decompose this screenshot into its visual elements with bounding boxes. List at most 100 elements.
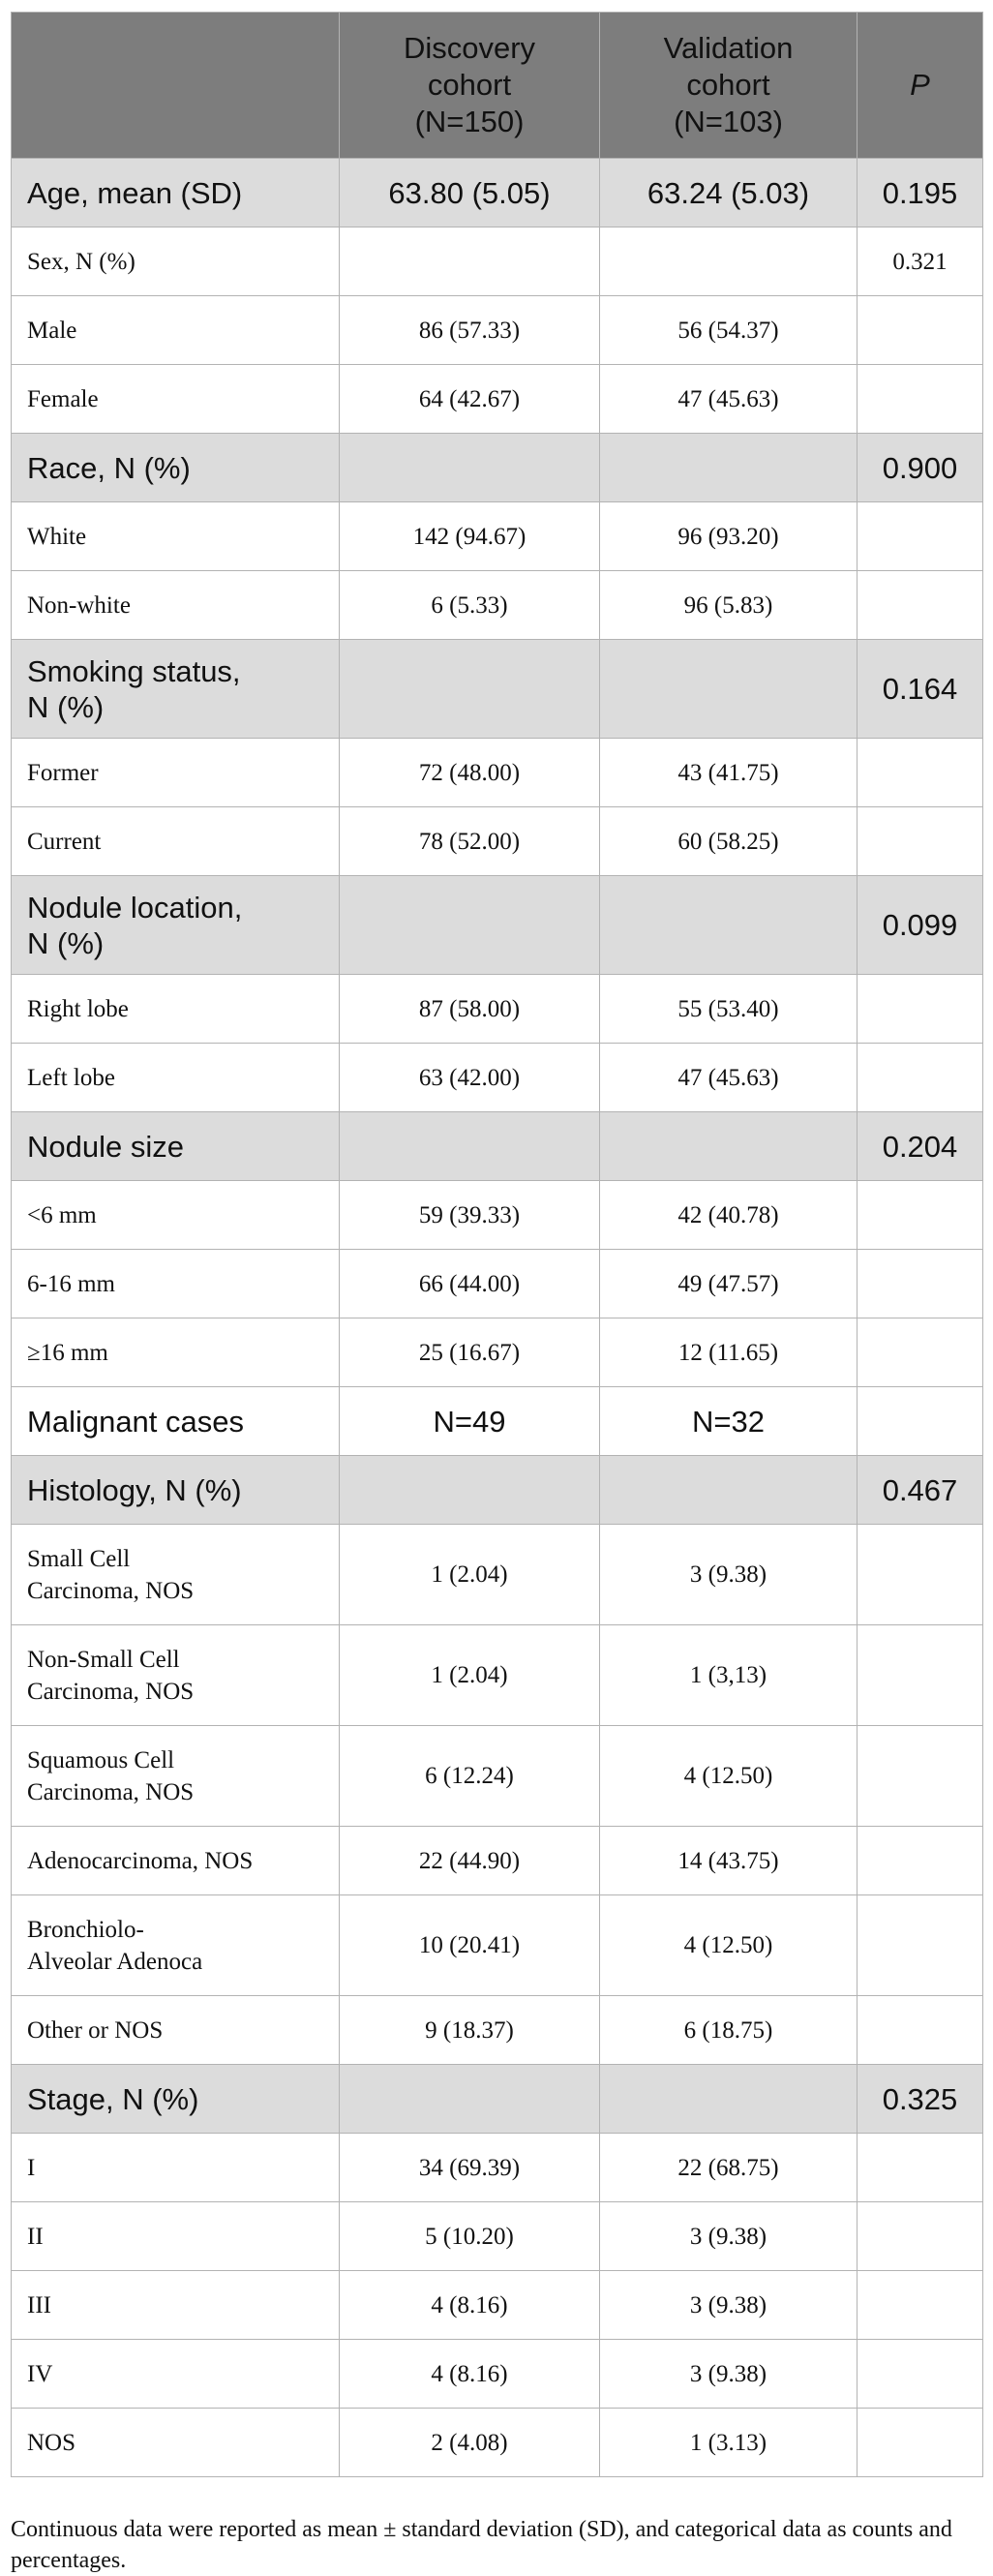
p-value bbox=[857, 2339, 983, 2409]
validation-value bbox=[599, 2064, 858, 2134]
table-header-row: Discovery cohort (N=150) Validation coho… bbox=[11, 12, 983, 159]
discovery-value: 34 (69.39) bbox=[339, 2133, 600, 2202]
validation-value: 42 (40.78) bbox=[599, 1180, 858, 1250]
discovery-value bbox=[339, 875, 600, 975]
validation-value bbox=[599, 227, 858, 296]
discovery-value: 86 (57.33) bbox=[339, 295, 600, 365]
row-label: Squamous Cell Carcinoma, NOS bbox=[11, 1725, 340, 1827]
p-value bbox=[857, 1318, 983, 1387]
row-label: Non-Small Cell Carcinoma, NOS bbox=[11, 1624, 340, 1726]
validation-value: 96 (93.20) bbox=[599, 501, 858, 571]
validation-value bbox=[599, 1111, 858, 1181]
table-row: 6-16 mm 66 (44.00) 49 (47.57) bbox=[11, 1249, 983, 1318]
validation-value: 3 (9.38) bbox=[599, 2339, 858, 2409]
row-label: Male bbox=[11, 295, 340, 365]
p-value bbox=[857, 364, 983, 434]
p-value: 0.321 bbox=[857, 227, 983, 296]
table-row: Sex, N (%) 0.321 bbox=[11, 227, 983, 296]
row-label: Malignant cases bbox=[11, 1386, 340, 1456]
p-value bbox=[857, 295, 983, 365]
row-label: Histology, N (%) bbox=[11, 1455, 340, 1525]
table-row: Squamous Cell Carcinoma, NOS 6 (12.24) 4 (… bbox=[11, 1725, 983, 1827]
discovery-value: 22 (44.90) bbox=[339, 1826, 600, 1895]
validation-value: 47 (45.63) bbox=[599, 1043, 858, 1112]
table-row: Non-white 6 (5.33) 96 (5.83) bbox=[11, 570, 983, 640]
discovery-value: 63 (42.00) bbox=[339, 1043, 600, 1112]
row-label: Age, mean (SD) bbox=[11, 158, 340, 227]
discovery-value bbox=[339, 1455, 600, 1525]
validation-value: 12 (11.65) bbox=[599, 1318, 858, 1387]
p-value bbox=[857, 1995, 983, 2065]
row-label: 6-16 mm bbox=[11, 1249, 340, 1318]
table-row: II 5 (10.20) 3 (9.38) bbox=[11, 2201, 983, 2271]
validation-value: 60 (58.25) bbox=[599, 806, 858, 876]
p-value bbox=[857, 1894, 983, 1996]
discovery-value: 1 (2.04) bbox=[339, 1624, 600, 1726]
validation-value: 1 (3.13) bbox=[599, 2408, 858, 2477]
table-row: Smoking status, N (%) 0.164 bbox=[11, 639, 983, 739]
table-row: Malignant cases N=49 N=32 bbox=[11, 1386, 983, 1456]
p-value: 0.900 bbox=[857, 433, 983, 502]
validation-value: 6 (18.75) bbox=[599, 1995, 858, 2065]
row-label: Right lobe bbox=[11, 974, 340, 1044]
header-p-value: P bbox=[857, 12, 983, 159]
table-row: Adenocarcinoma, NOS 22 (44.90) 14 (43.75) bbox=[11, 1826, 983, 1895]
validation-value: 56 (54.37) bbox=[599, 295, 858, 365]
table-row: NOS 2 (4.08) 1 (3.13) bbox=[11, 2408, 983, 2477]
discovery-value: 9 (18.37) bbox=[339, 1995, 600, 2065]
discovery-value: N=49 bbox=[339, 1386, 600, 1456]
row-label: Stage, N (%) bbox=[11, 2064, 340, 2134]
validation-value bbox=[599, 639, 858, 739]
validation-value bbox=[599, 1455, 858, 1525]
table-footnote: Continuous data were reported as mean ± … bbox=[11, 2517, 952, 2573]
discovery-value: 4 (8.16) bbox=[339, 2270, 600, 2340]
discovery-value: 25 (16.67) bbox=[339, 1318, 600, 1387]
row-label: ≥16 mm bbox=[11, 1318, 340, 1387]
validation-value: 3 (9.38) bbox=[599, 1524, 858, 1625]
p-value: 0.099 bbox=[857, 875, 983, 975]
row-label: NOS bbox=[11, 2408, 340, 2477]
table-row: Current 78 (52.00) 60 (58.25) bbox=[11, 806, 983, 876]
p-value bbox=[857, 1180, 983, 1250]
p-value bbox=[857, 2270, 983, 2340]
discovery-value: 10 (20.41) bbox=[339, 1894, 600, 1996]
validation-value bbox=[599, 875, 858, 975]
validation-value: 4 (12.50) bbox=[599, 1894, 858, 1996]
table-row: ≥16 mm 25 (16.67) 12 (11.65) bbox=[11, 1318, 983, 1387]
p-value bbox=[857, 1524, 983, 1625]
validation-value: 47 (45.63) bbox=[599, 364, 858, 434]
discovery-value: 78 (52.00) bbox=[339, 806, 600, 876]
row-label: Current bbox=[11, 806, 340, 876]
table-row: Male 86 (57.33) 56 (54.37) bbox=[11, 295, 983, 365]
row-label: <6 mm bbox=[11, 1180, 340, 1250]
discovery-value: 6 (12.24) bbox=[339, 1725, 600, 1827]
p-value bbox=[857, 1826, 983, 1895]
header-discovery-cohort: Discovery cohort (N=150) bbox=[339, 12, 600, 159]
discovery-value bbox=[339, 639, 600, 739]
p-value bbox=[857, 738, 983, 807]
table-row: Other or NOS 9 (18.37) 6 (18.75) bbox=[11, 1995, 983, 2065]
table-row: Non-Small Cell Carcinoma, NOS 1 (2.04) 1 (… bbox=[11, 1624, 983, 1726]
discovery-value: 4 (8.16) bbox=[339, 2339, 600, 2409]
table-row: Small Cell Carcinoma, NOS 1 (2.04) 3 (9.38… bbox=[11, 1524, 983, 1625]
table-row: <6 mm 59 (39.33) 42 (40.78) bbox=[11, 1180, 983, 1250]
validation-value: 55 (53.40) bbox=[599, 974, 858, 1044]
discovery-value: 142 (94.67) bbox=[339, 501, 600, 571]
discovery-value bbox=[339, 227, 600, 296]
table-row: Nodule location, N (%) 0.099 bbox=[11, 875, 983, 975]
table-row: Female 64 (42.67) 47 (45.63) bbox=[11, 364, 983, 434]
discovery-value: 87 (58.00) bbox=[339, 974, 600, 1044]
p-value: 0.164 bbox=[857, 639, 983, 739]
p-value: 0.195 bbox=[857, 158, 983, 227]
p-value: 0.204 bbox=[857, 1111, 983, 1181]
table-row: Age, mean (SD) 63.80 (5.05) 63.24 (5.03) 0.… bbox=[11, 158, 983, 227]
header-validation-cohort: Validation cohort (N=103) bbox=[599, 12, 858, 159]
validation-value: 96 (5.83) bbox=[599, 570, 858, 640]
validation-value: 4 (12.50) bbox=[599, 1725, 858, 1827]
discovery-value: 63.80 (5.05) bbox=[339, 158, 600, 227]
discovery-value: 2 (4.08) bbox=[339, 2408, 600, 2477]
p-value: 0.467 bbox=[857, 1455, 983, 1525]
validation-value: 14 (43.75) bbox=[599, 1826, 858, 1895]
table-row: IV 4 (8.16) 3 (9.38) bbox=[11, 2339, 983, 2409]
cohort-characteristics-table: Discovery cohort (N=150) Validation coho… bbox=[11, 12, 983, 2477]
